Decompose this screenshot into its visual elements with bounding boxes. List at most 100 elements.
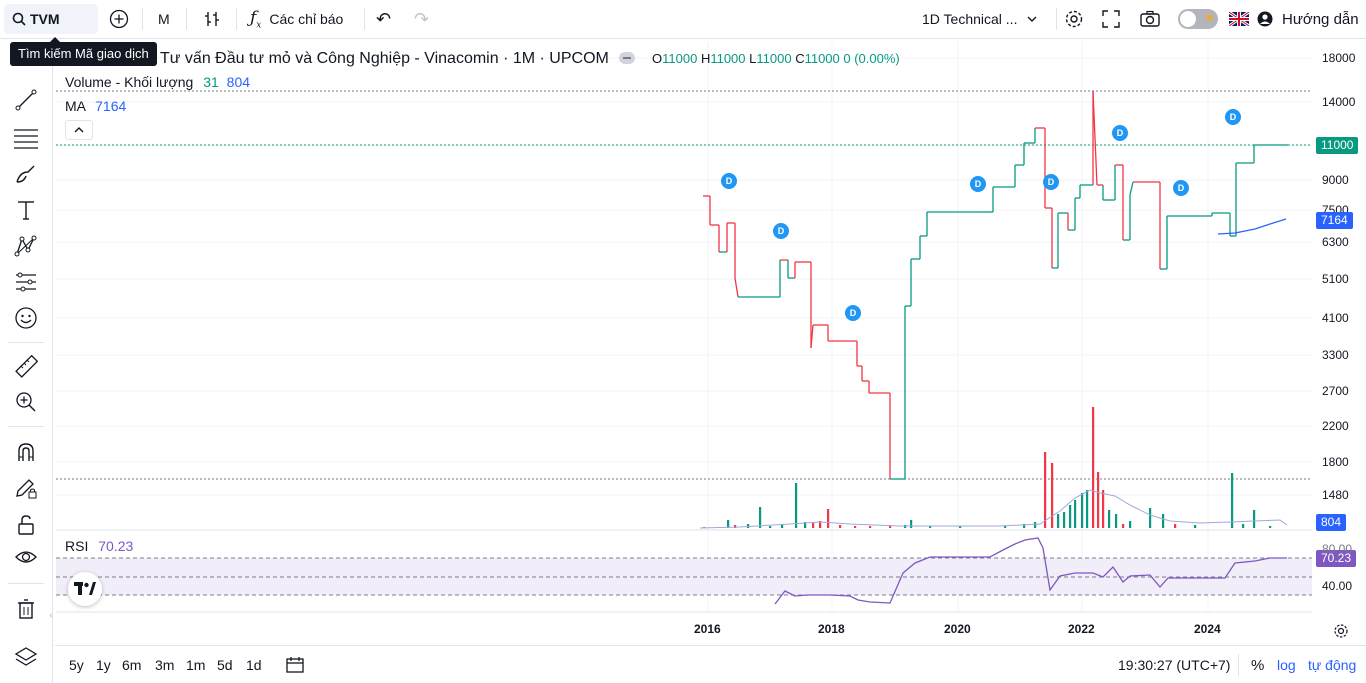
remove-drawings-tool[interactable]	[12, 595, 40, 623]
pencil-lock-icon	[16, 479, 37, 499]
time-axis-settings[interactable]	[1333, 623, 1349, 644]
legend-toggle-button[interactable]	[65, 120, 93, 140]
indicators-button[interactable]: ƒx Các chỉ báo	[250, 4, 343, 34]
volume-bar	[1242, 524, 1245, 528]
lock-drawings-tool[interactable]	[12, 474, 40, 502]
volume-bar	[747, 524, 750, 528]
volume-bar	[1097, 472, 1100, 528]
goto-date-button[interactable]	[285, 656, 305, 679]
indicators-label: Các chỉ báo	[269, 11, 344, 27]
volume-bar	[759, 507, 762, 528]
brush-tool[interactable]	[12, 160, 40, 188]
smiley-icon	[15, 307, 37, 329]
time-axis-label: 2020	[944, 622, 971, 636]
volume-bar	[1149, 508, 1152, 528]
interval-button[interactable]: M	[158, 11, 170, 27]
settings-button[interactable]	[1064, 4, 1088, 34]
function-icon: ƒx	[250, 7, 262, 31]
text-tool[interactable]	[12, 196, 40, 224]
volume-ma-line	[699, 489, 1288, 529]
range-button-1y[interactable]: 1y	[96, 657, 111, 673]
chevron-down-icon	[1027, 16, 1037, 22]
dividend-marker[interactable]: D	[1225, 109, 1241, 125]
volume-bar	[1115, 514, 1118, 528]
volume-bar	[959, 526, 962, 528]
layers-icon	[14, 647, 38, 666]
range-button-5d[interactable]: 5d	[217, 657, 233, 673]
trend-line-tool[interactable]	[12, 86, 40, 114]
time-axis-label: 2016	[694, 622, 721, 636]
clock-display[interactable]: 19:30:27 (UTC+7)	[1118, 657, 1231, 673]
percent-scale-button[interactable]: %	[1251, 657, 1265, 674]
top-toolbar: TVM M ƒx Các chỉ báo ↶ ↷ 1D Technical ..…	[0, 0, 1366, 39]
ma-label: MA	[65, 98, 86, 114]
volume-bar	[1174, 524, 1177, 528]
lock-all-tool[interactable]	[12, 511, 40, 539]
fib-tool[interactable]	[12, 124, 40, 152]
prediction-tool[interactable]	[12, 268, 40, 296]
volume-bar	[1057, 514, 1060, 528]
price-segment	[734, 277, 739, 298]
screenshot-button[interactable]	[1140, 4, 1164, 34]
collapse-toolbar-handle[interactable]: ‹	[49, 610, 53, 621]
dividend-marker[interactable]: D	[1112, 125, 1128, 141]
dividend-marker[interactable]: D	[773, 223, 789, 239]
uk-flag-icon	[1229, 12, 1249, 26]
dividend-marker[interactable]: D	[970, 176, 986, 192]
compare-button[interactable]	[106, 4, 132, 34]
gear-icon	[1065, 10, 1083, 28]
volume-bar	[769, 526, 772, 528]
legend-collapse-dot-inner	[623, 57, 631, 59]
magnet-tool[interactable]	[12, 438, 40, 466]
symbol-search-tooltip: Tìm kiếm Mã giao dịch	[10, 37, 157, 66]
dividend-marker[interactable]: D	[721, 173, 737, 189]
log-scale-button[interactable]: log	[1277, 657, 1296, 673]
volume-bar	[1194, 525, 1197, 528]
price-axis-label: 1480	[1322, 488, 1349, 502]
dividend-marker[interactable]: D	[1043, 174, 1059, 190]
emoji-tool[interactable]	[12, 304, 40, 332]
brush-icon	[16, 165, 35, 183]
high-value: 11000	[710, 51, 746, 66]
range-button-5y[interactable]: 5y	[69, 657, 84, 673]
fullscreen-button[interactable]	[1102, 4, 1126, 34]
language-button[interactable]	[1229, 4, 1249, 34]
time-axis-label: 2018	[818, 622, 845, 636]
volume-bar	[1004, 526, 1007, 528]
calendar-icon	[286, 657, 304, 673]
volume-bar	[781, 524, 784, 528]
range-button-1m[interactable]: 1m	[186, 657, 206, 673]
rsi-line	[774, 537, 1287, 605]
volume-bar	[869, 526, 872, 528]
tradingview-logo[interactable]	[68, 572, 102, 606]
price-axis-label: 2200	[1322, 419, 1349, 433]
hide-drawings-tool[interactable]	[12, 543, 40, 571]
dividend-marker[interactable]: D	[1173, 180, 1189, 196]
dividend-marker[interactable]: D	[845, 305, 861, 321]
volume-bar	[827, 509, 830, 528]
theme-toggle[interactable]: ☀	[1178, 4, 1218, 34]
object-tree-button[interactable]	[12, 643, 40, 671]
price-axis-label: 6300	[1322, 235, 1349, 249]
price-axis-label: 14000	[1322, 95, 1356, 109]
price-axis-label: 4100	[1322, 311, 1349, 325]
range-button-3m[interactable]: 3m	[155, 657, 175, 673]
symbol-search-button[interactable]: TVM	[4, 4, 98, 34]
chart-type-button[interactable]	[202, 4, 226, 34]
range-button-6m[interactable]: 6m	[122, 657, 142, 673]
last-price-tag: 11000	[1316, 137, 1359, 154]
range-button-1d[interactable]: 1d	[246, 657, 262, 673]
redo-button[interactable]: ↷	[414, 4, 429, 34]
pattern-tool[interactable]	[12, 232, 40, 260]
help-button[interactable]: Hướng dẫn	[1257, 4, 1359, 34]
zoom-in-tool[interactable]	[12, 388, 40, 416]
measure-tool[interactable]	[12, 353, 40, 381]
undo-button[interactable]: ↶	[376, 4, 391, 34]
text-icon	[18, 201, 34, 220]
volume-bar	[804, 522, 807, 528]
high-label: H	[700, 51, 711, 66]
volume-bar	[1253, 510, 1256, 528]
auto-scale-button[interactable]: tự động	[1308, 657, 1357, 673]
layout-select[interactable]: 1D Technical ...	[922, 4, 1037, 34]
